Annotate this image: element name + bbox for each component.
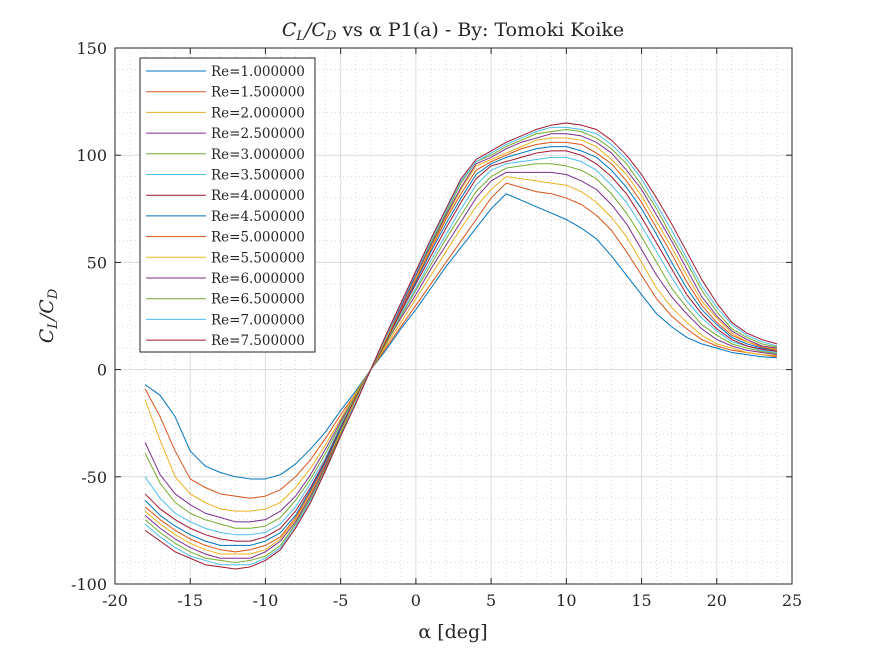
series-line-7 <box>144 150 778 542</box>
series-line-12 <box>144 128 778 564</box>
x-axis-label: α [deg] <box>418 621 487 643</box>
legend-label: Re=4.500000 <box>211 209 305 225</box>
legend-items: Re=1.000000 Re=1.500000 Re=2.000000 Re=2.50… <box>146 64 305 349</box>
legend-label: Re=3.500000 <box>211 168 305 184</box>
y-axis-label: CL/CD <box>36 288 61 343</box>
y-tick-label: 50 <box>87 253 107 272</box>
legend-label: Re=1.500000 <box>211 85 305 101</box>
x-tick-label: -10 <box>253 591 279 610</box>
series-line-10 <box>144 137 778 555</box>
y-tick-label: -100 <box>71 575 107 594</box>
x-tick-label: 20 <box>707 591 727 610</box>
y-tick-label: 100 <box>76 146 107 165</box>
series-line-1 <box>144 193 777 480</box>
legend-label: Re=1.000000 <box>211 64 305 80</box>
series-line-4 <box>144 171 778 523</box>
legend-label: Re=2.000000 <box>211 105 305 121</box>
x-tick-label: 10 <box>556 591 576 610</box>
legend-label: Re=2.500000 <box>211 126 305 142</box>
series-line-13 <box>144 126 778 566</box>
series-line-9 <box>144 141 778 553</box>
x-tick-label: -15 <box>177 591 203 610</box>
series-line-8 <box>144 146 778 546</box>
y-tick-label: 150 <box>76 39 107 58</box>
legend-label: Re=6.500000 <box>211 292 305 308</box>
series-line-11 <box>144 133 778 559</box>
legend-label: Re=4.000000 <box>211 188 305 204</box>
series-line-2 <box>144 182 778 499</box>
series-line-14 <box>144 122 778 570</box>
y-tick-label: 0 <box>97 361 107 380</box>
legend-label: Re=6.000000 <box>211 271 305 287</box>
chart-title: CL/CD vs α P1(a) - By: Tomoki Koike <box>282 19 624 44</box>
plot-area <box>114 47 793 585</box>
legend-label: Re=7.500000 <box>211 333 305 349</box>
series-line-5 <box>144 163 778 529</box>
legend-box <box>139 57 316 353</box>
x-tick-label: 25 <box>782 591 802 610</box>
series-line-6 <box>144 156 778 536</box>
x-ticks: -20 -15 -10 -5 0 5 10 15 20 25 <box>102 48 802 610</box>
y-tick-label: -50 <box>81 468 107 487</box>
series-line-3 <box>144 176 777 512</box>
legend-label: Re=7.000000 <box>211 312 305 328</box>
legend-label: Re=5.500000 <box>211 250 305 266</box>
legend-label: Re=5.000000 <box>211 230 305 246</box>
y-ticks: -100 -50 0 50 100 150 <box>71 39 792 594</box>
series-lines <box>144 122 778 570</box>
legend: Re=1.000000 Re=1.500000 Re=2.000000 Re=2.50… <box>139 57 316 353</box>
x-tick-label: -5 <box>333 591 349 610</box>
x-tick-label: -20 <box>102 591 128 610</box>
x-tick-label: 5 <box>486 591 496 610</box>
x-tick-label: 0 <box>411 591 421 610</box>
x-tick-label: 15 <box>631 591 651 610</box>
legend-label: Re=3.000000 <box>211 147 305 163</box>
